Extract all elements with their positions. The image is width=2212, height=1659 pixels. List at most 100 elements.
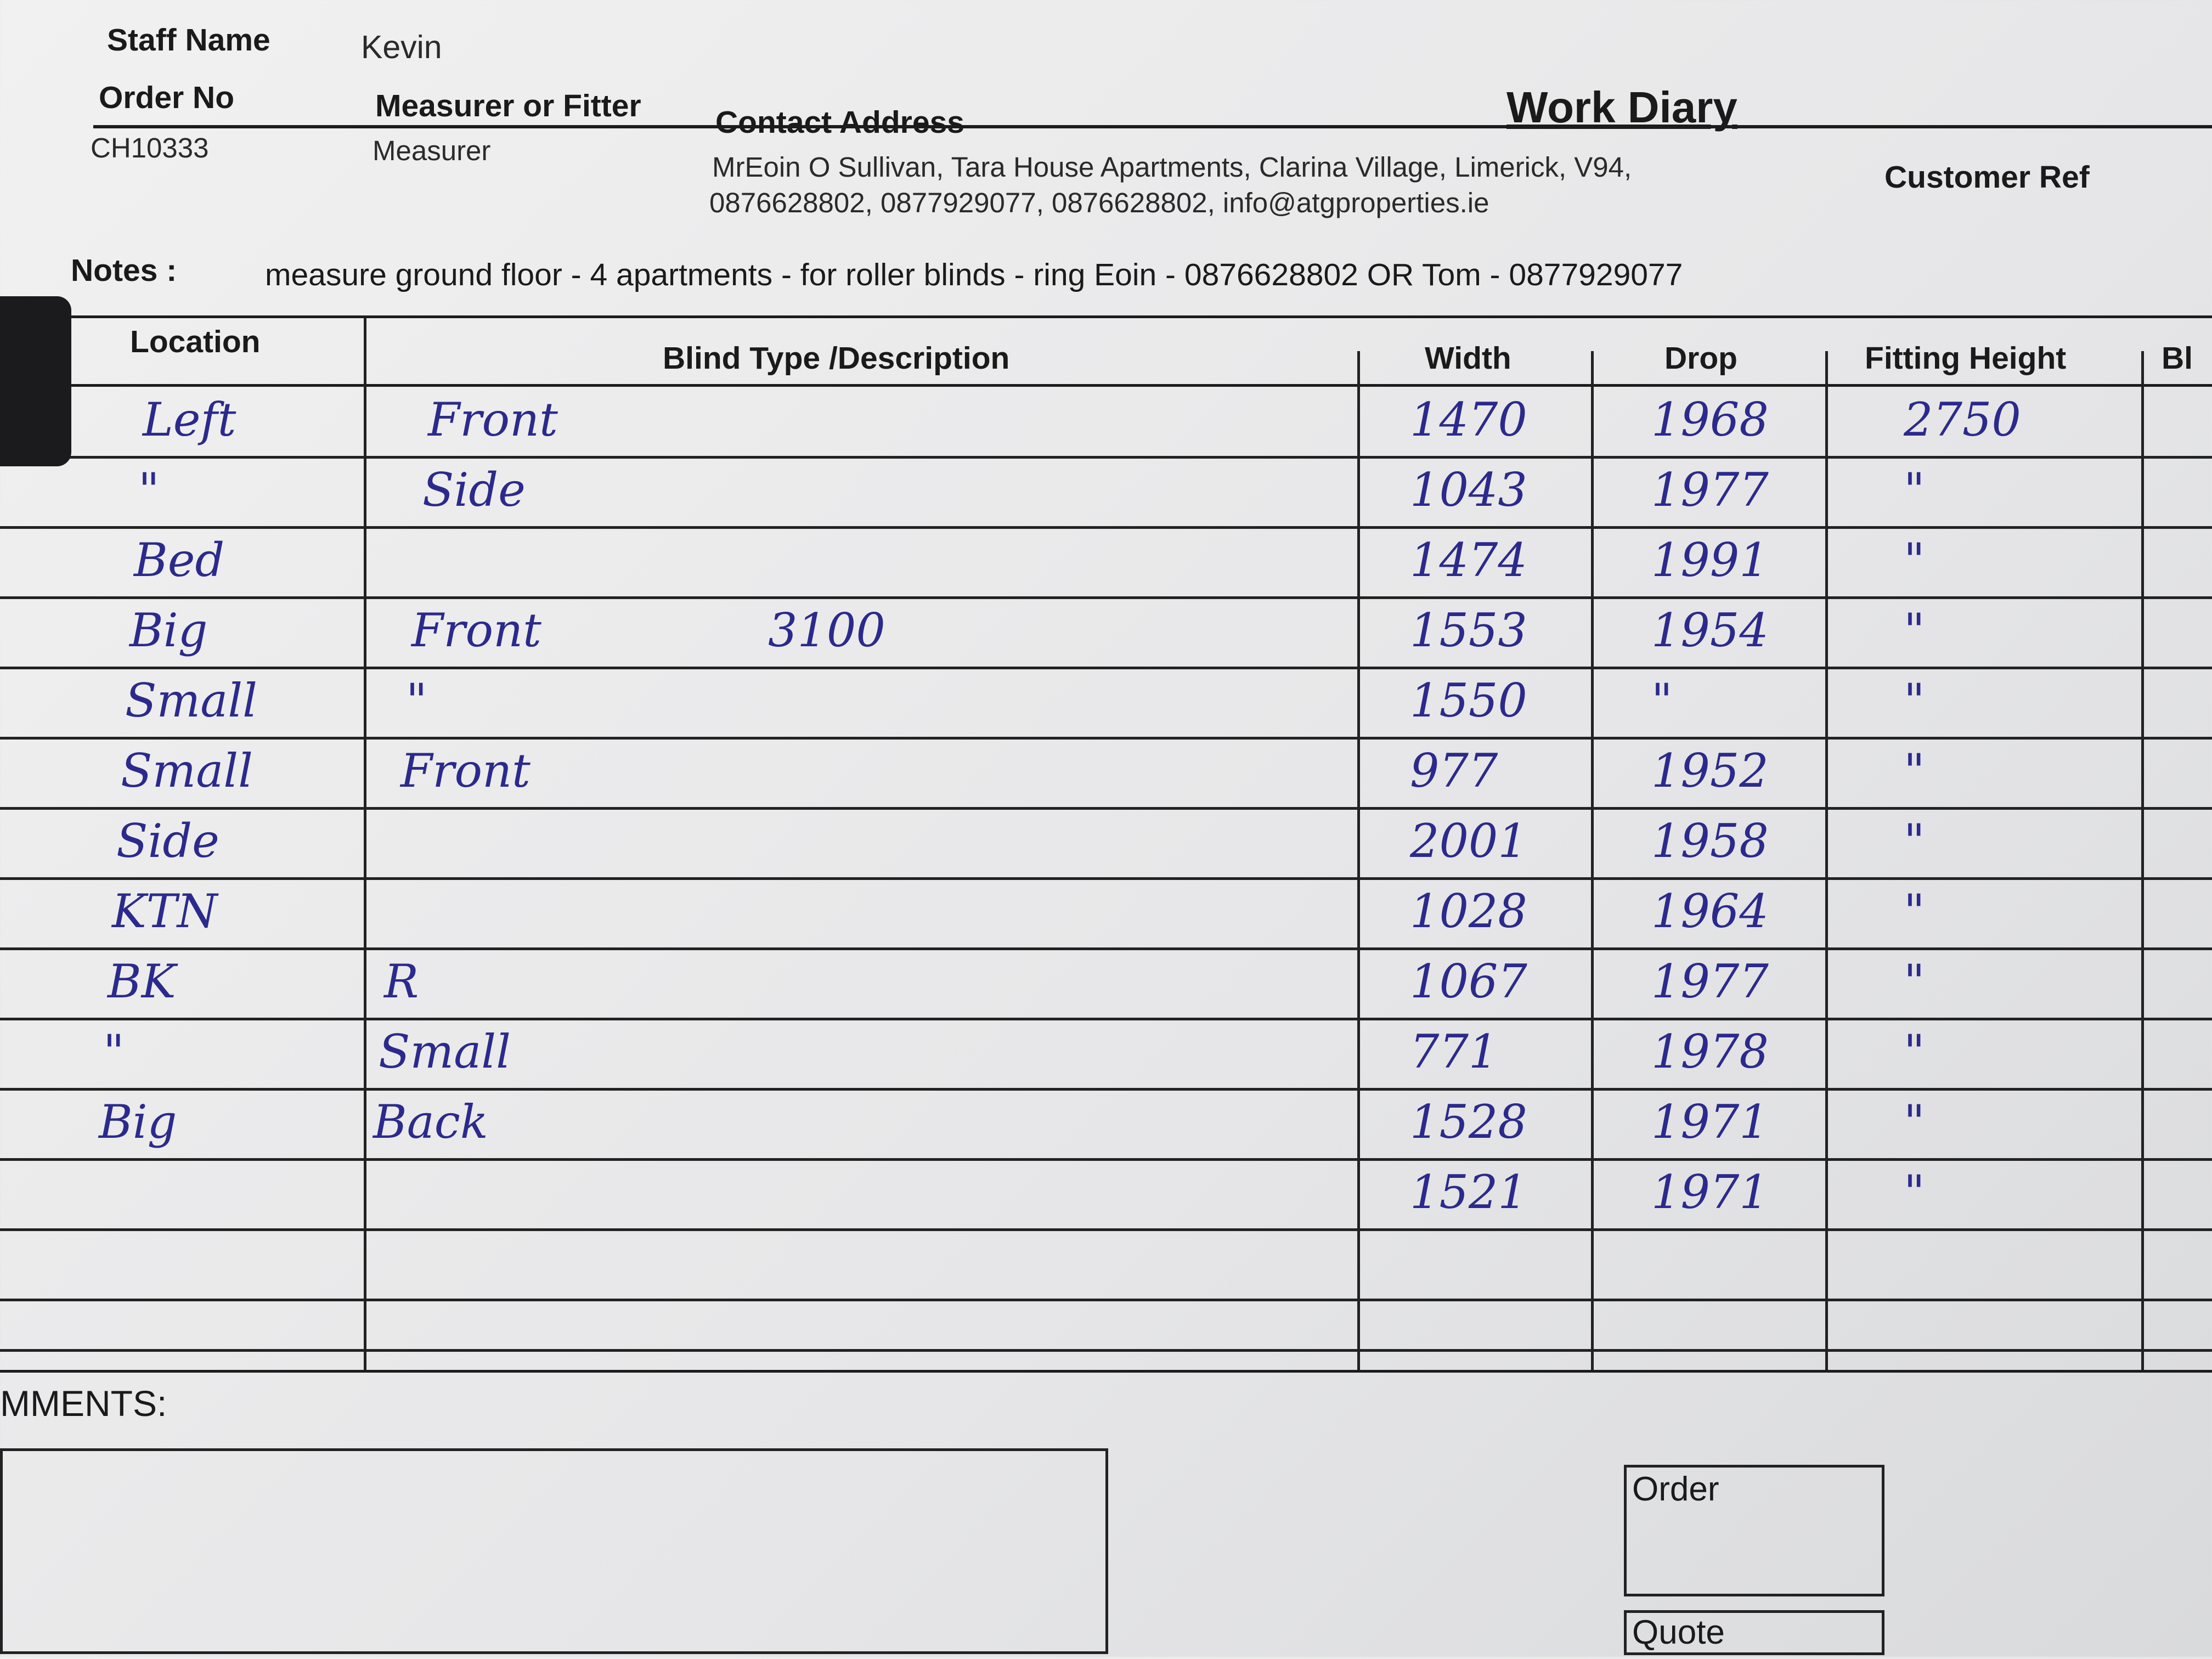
table-row: Small Front 977 1952 " <box>0 738 2212 810</box>
cell-location: Small <box>125 674 258 727</box>
cell-note: 3100 <box>768 603 885 657</box>
cell-width: 1553 <box>1410 603 1527 657</box>
cell-width: 1528 <box>1410 1095 1527 1149</box>
table-top-border <box>60 315 2212 318</box>
table-row-empty <box>0 1300 2212 1352</box>
header-bottom-border <box>0 384 2212 387</box>
cell-fitting-height: " <box>1904 603 1925 657</box>
header-drop: Drop <box>1664 341 1737 376</box>
table-row: " Small 771 1978 " <box>0 1019 2212 1091</box>
col-divider <box>2141 351 2144 1372</box>
cell-location: Big <box>129 603 208 657</box>
notes-text: measure ground floor - 4 apartments - fo… <box>265 257 1683 292</box>
table-row: Big Back 1528 1971 " <box>0 1089 2212 1161</box>
table-row: KTN 1028 1964 " <box>0 878 2212 950</box>
table-row-empty <box>0 1229 2212 1301</box>
cell-fitting-height: " <box>1904 955 1925 1008</box>
table-row: 1521 1971 " <box>0 1159 2212 1231</box>
cell-drop: 1958 <box>1651 814 1769 868</box>
cell-description: Small <box>379 1025 511 1079</box>
cell-drop: 1977 <box>1651 955 1769 1008</box>
cell-fitting-height: " <box>1904 533 1925 587</box>
role-label: Measurer or Fitter <box>375 88 641 123</box>
cell-drop: 1977 <box>1651 463 1769 517</box>
order-no-value: CH10333 <box>91 132 209 163</box>
cell-width: 1028 <box>1410 884 1527 938</box>
cell-description: Side <box>422 463 526 517</box>
order-checkbox[interactable]: Order <box>1624 1465 1884 1596</box>
cell-width: 2001 <box>1410 814 1527 868</box>
cell-location: Left <box>143 393 236 447</box>
clipboard-clip <box>0 296 71 466</box>
cell-description: Front <box>411 603 541 657</box>
cell-drop: 1964 <box>1651 884 1769 938</box>
table-row: " Side 1043 1977 " <box>0 457 2212 529</box>
contact-line-1: MrEoin O Sullivan, Tara House Apartments… <box>712 151 1632 183</box>
cell-fitting-height: " <box>1904 1025 1925 1079</box>
header-location: Location <box>130 324 261 359</box>
cell-width: 1474 <box>1410 533 1527 587</box>
cell-location: " <box>103 1025 125 1079</box>
header-bl: Bl <box>2162 341 2193 376</box>
table-row: Small " 1550 " " <box>0 668 2212 740</box>
cell-location: Big <box>99 1095 177 1149</box>
cell-description: Front <box>428 393 558 447</box>
cell-fitting-height: " <box>1904 1165 1925 1219</box>
cell-description: " <box>406 674 427 727</box>
cell-fitting-height: " <box>1904 814 1925 868</box>
quote-checkbox[interactable]: Quote <box>1624 1610 1884 1655</box>
cell-width: 1470 <box>1410 393 1527 447</box>
cell-width: 1067 <box>1410 955 1527 1008</box>
cell-description: Back <box>373 1095 488 1149</box>
staff-name-label: Staff Name <box>107 22 270 58</box>
cell-drop: 1991 <box>1651 533 1769 587</box>
table-row: BK R 1067 1977 " <box>0 949 2212 1020</box>
comments-label: MMENTS: <box>0 1383 167 1424</box>
cell-fitting-height: " <box>1904 884 1925 938</box>
cell-drop: 1978 <box>1651 1025 1769 1079</box>
cell-location: " <box>138 463 160 517</box>
cell-description: R <box>384 955 419 1008</box>
table-row: Bed 1474 1991 " <box>0 527 2212 599</box>
cell-fitting-height: " <box>1904 1095 1925 1149</box>
cell-location: Bed <box>134 533 225 587</box>
header-description: Blind Type /Description <box>663 341 1010 376</box>
cell-location: BK <box>108 955 176 1008</box>
cell-description: Front <box>400 744 531 798</box>
cell-drop: 1971 <box>1651 1095 1769 1149</box>
form-title: Work Diary <box>1506 83 1737 132</box>
col-divider <box>1357 351 1360 1372</box>
notes-label: Notes : <box>71 253 177 288</box>
col-divider <box>1591 351 1594 1372</box>
cell-drop: 1954 <box>1651 603 1769 657</box>
cell-location: Side <box>116 814 219 868</box>
cell-width: 1550 <box>1410 674 1527 727</box>
cell-fitting-height: " <box>1904 674 1925 727</box>
col-divider <box>364 318 366 1372</box>
order-label: Order <box>1632 1470 1719 1508</box>
col-divider <box>1825 351 1828 1372</box>
header-fitting-height: Fitting Height <box>1865 341 2067 376</box>
cell-drop: 1952 <box>1651 744 1769 798</box>
contact-label: Contact Address <box>715 105 964 140</box>
cell-width: 771 <box>1410 1025 1498 1079</box>
cell-drop: 1971 <box>1651 1165 1769 1219</box>
table-row: Left Front 1470 1968 2750 <box>0 387 2212 459</box>
customer-ref-label: Customer Ref <box>1884 160 2090 195</box>
cell-drop: " <box>1651 674 1673 727</box>
comments-box[interactable] <box>0 1448 1108 1654</box>
table-row: Side 2001 1958 " <box>0 808 2212 880</box>
staff-name-value: Kevin <box>361 29 442 65</box>
cell-location: Small <box>121 744 253 798</box>
contact-line-2: 0876628802, 0877929077, 0876628802, info… <box>709 187 1489 218</box>
table-row: Big Front 3100 1553 1954 " <box>0 597 2212 669</box>
order-no-label: Order No <box>99 80 235 115</box>
quote-label: Quote <box>1632 1613 1725 1651</box>
cell-location: KTN <box>112 884 218 938</box>
cell-fitting-height: " <box>1904 463 1925 517</box>
cell-width: 1043 <box>1410 463 1527 517</box>
cell-fitting-height: 2750 <box>1904 393 2021 447</box>
role-value: Measurer <box>373 135 491 166</box>
cell-fitting-height: " <box>1904 744 1925 798</box>
